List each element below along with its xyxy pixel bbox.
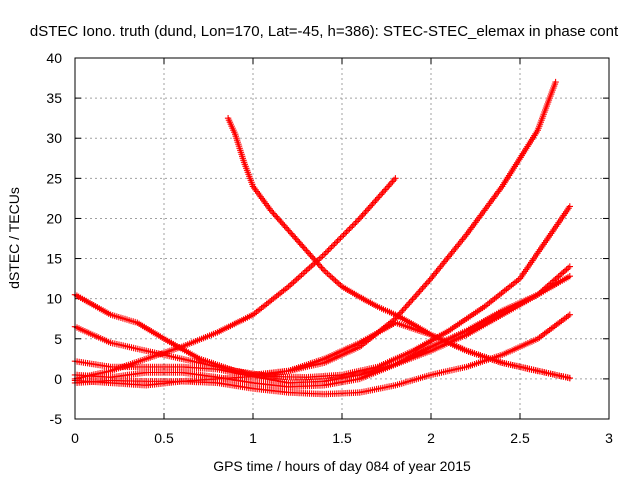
y-tick-label: -5 bbox=[50, 411, 63, 427]
x-tick-label: 3 bbox=[605, 430, 613, 446]
y-tick-label: 30 bbox=[46, 130, 62, 146]
x-tick-label: 2 bbox=[427, 430, 435, 446]
x-axis-label: GPS time / hours of day 084 of year 2015 bbox=[213, 458, 471, 474]
x-tick-label: 1.5 bbox=[332, 430, 352, 446]
x-tick-label: 1 bbox=[249, 430, 257, 446]
x-tick-label: 0 bbox=[71, 430, 79, 446]
y-tick-label: 5 bbox=[54, 331, 62, 347]
y-tick-label: 25 bbox=[46, 170, 62, 186]
y-tick-label: 15 bbox=[46, 251, 62, 267]
series-group bbox=[71, 78, 573, 398]
series-sat-g bbox=[71, 273, 573, 391]
series-sat-c bbox=[71, 78, 559, 389]
series-markers bbox=[71, 263, 573, 387]
x-tick-label: 2.5 bbox=[510, 430, 530, 446]
y-tick-label: 10 bbox=[46, 291, 62, 307]
chart-title: dSTEC Iono. truth (dund, Lon=170, Lat=-4… bbox=[30, 23, 619, 40]
y-axis-label: dSTEC / TECUs bbox=[6, 187, 22, 289]
series-markers bbox=[71, 273, 573, 391]
plot-frame bbox=[74, 57, 610, 420]
y-tick-label: 0 bbox=[54, 371, 62, 387]
y-tick-labels: -5 0 5 10 15 20 25 30 35 40 bbox=[46, 50, 62, 427]
x-tick-label: 0.5 bbox=[154, 430, 174, 446]
y-tick-label: 40 bbox=[46, 50, 62, 66]
x-tick-labels: 0 0.5 1 1.5 2 2.5 3 bbox=[71, 430, 613, 446]
y-tick-label: 20 bbox=[46, 210, 62, 226]
y-tick-label: 35 bbox=[46, 90, 62, 106]
series-sat-f bbox=[71, 263, 573, 387]
series-markers bbox=[71, 78, 559, 389]
